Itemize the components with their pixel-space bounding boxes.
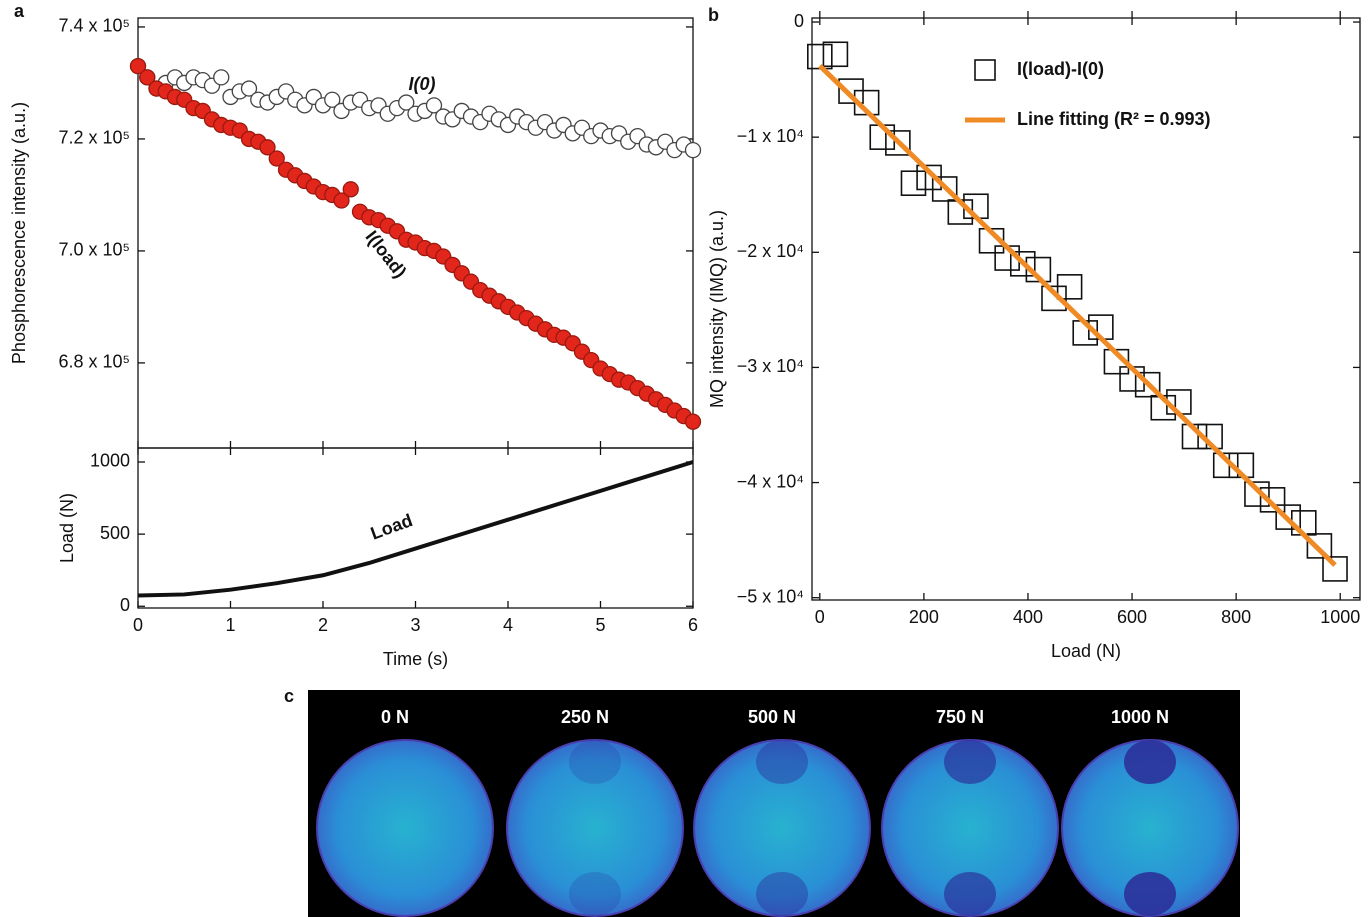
circle-marker: [214, 70, 229, 85]
x-tick-label: 5: [595, 615, 605, 635]
panel-label: c: [284, 686, 294, 706]
stress-spot: [756, 872, 808, 916]
circle-marker: [343, 182, 358, 197]
x-axis-label: Load (N): [1051, 641, 1121, 661]
x-tick-label: 2: [318, 615, 328, 635]
legend-label: I(load)-I(0): [1017, 59, 1104, 79]
x-tick-label: 200: [909, 607, 939, 627]
series-label: I(0): [409, 74, 436, 94]
square-marker: [823, 42, 847, 66]
square-marker: [1292, 511, 1316, 535]
y-tick-label: 7.4 x 10⁵: [58, 16, 130, 36]
figure: a b c 6.8 x 10⁵ 7.0 x 10⁵ 7.2 x 10⁵ 7.4 x 1…: [0, 0, 1368, 917]
y-tick-label: 0: [794, 11, 804, 31]
legend-label: Line fitting (R² = 0.993): [1017, 109, 1211, 129]
panel-label: a: [14, 1, 25, 21]
stress-spot: [1124, 872, 1176, 916]
circle-marker: [686, 414, 701, 429]
x-tick-label: 800: [1221, 607, 1251, 627]
stress-spot: [756, 740, 808, 784]
data-line: [820, 66, 1335, 565]
image-label: 500 N: [748, 707, 796, 727]
y-tick-label: 500: [100, 523, 130, 543]
y-tick-label: −1 x 10⁴: [737, 126, 804, 146]
y-tick-label: 6.8 x 10⁵: [58, 352, 130, 372]
x-axis-label: Time (s): [383, 649, 448, 669]
y-tick-label: −4 x 10⁴: [737, 471, 804, 491]
y-tick-label: 0: [120, 595, 130, 615]
x-tick-label: 4: [503, 615, 513, 635]
y-tick-label: 7.2 x 10⁵: [58, 128, 130, 148]
y-tick-label: 1000: [90, 451, 130, 471]
stress-spot: [569, 872, 621, 916]
y-tick-label: −2 x 10⁴: [737, 241, 804, 261]
y-tick-label: 7.0 x 10⁵: [58, 240, 130, 260]
series: [820, 66, 1335, 565]
panel-label: b: [708, 5, 719, 25]
square-marker: [1323, 557, 1347, 581]
y-axis-label: Load (N): [57, 493, 77, 563]
x-tick-label: 6: [688, 615, 698, 635]
image-label: 1000 N: [1111, 707, 1169, 727]
x-tick-label: 400: [1013, 607, 1043, 627]
square-marker: [901, 171, 925, 195]
data-line: [138, 462, 693, 595]
x-tick-label: 1000: [1320, 607, 1360, 627]
x-tick-label: 0: [815, 607, 825, 627]
y-axis-label: Phosphorescence intensity (a.u.): [9, 102, 29, 364]
image-label: 250 N: [561, 707, 609, 727]
stress-spot: [1124, 740, 1176, 784]
circle-marker: [686, 143, 701, 158]
y-tick-label: −3 x 10⁴: [737, 356, 804, 376]
y-axis-label: MQ intensity (IMQ) (a.u.): [707, 210, 727, 408]
x-tick-label: 0: [133, 615, 143, 635]
square-marker: [1307, 534, 1331, 558]
series: [138, 462, 693, 595]
x-tick-label: 3: [410, 615, 420, 635]
x-tick-label: 600: [1117, 607, 1147, 627]
series-label: Load: [368, 510, 415, 544]
stress-spot: [569, 740, 621, 784]
image-label: 0 N: [381, 707, 409, 727]
x-tick-label: 1: [225, 615, 235, 635]
image-label: 750 N: [936, 707, 984, 727]
stress-spot: [944, 740, 996, 784]
axis-box: [138, 448, 693, 608]
y-tick-label: −5 x 10⁴: [737, 586, 804, 606]
legend-marker: [975, 60, 995, 80]
stress-spot: [944, 872, 996, 916]
